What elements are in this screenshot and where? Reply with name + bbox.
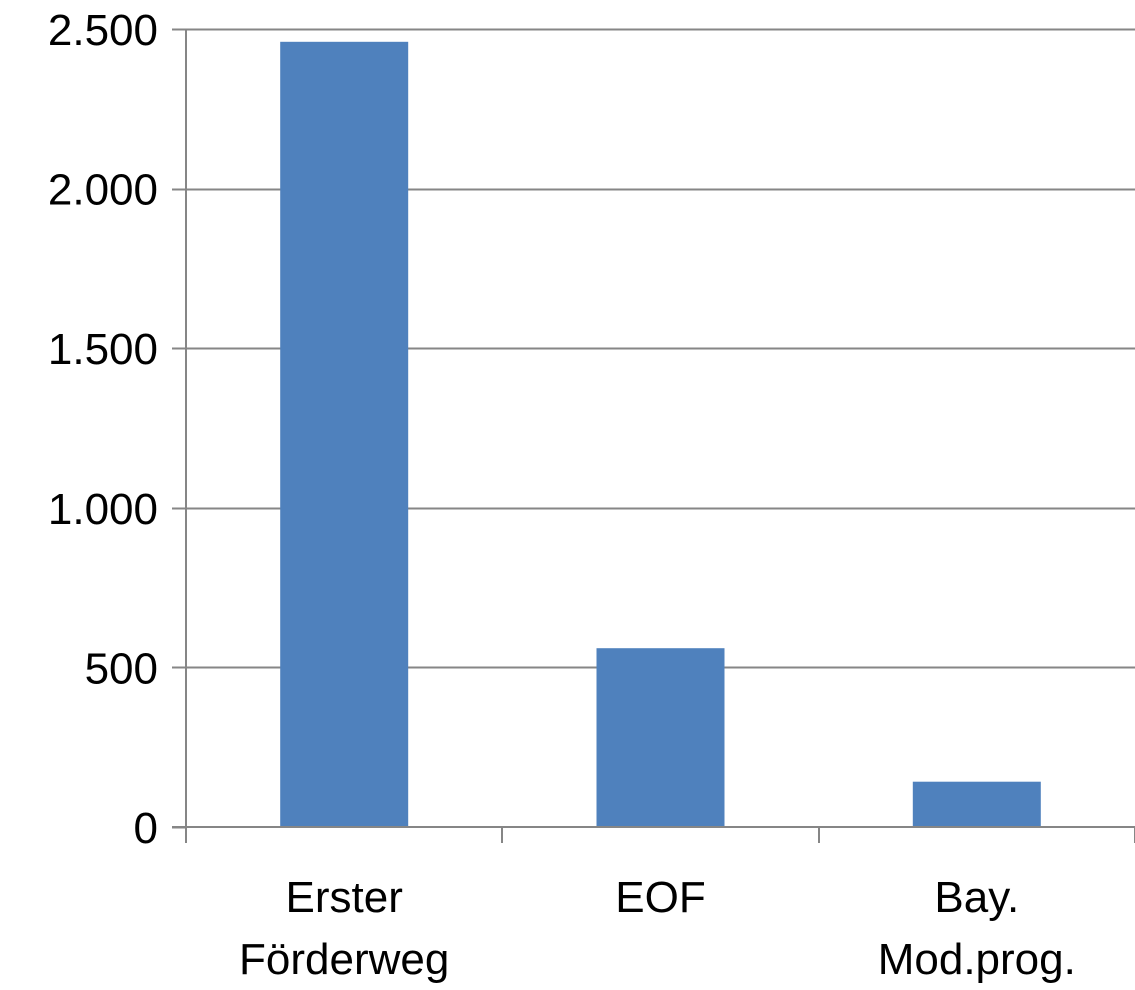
x-tick-label: EOF (615, 873, 705, 922)
y-tick-label: 1.000 (48, 485, 158, 534)
y-tick-label: 2.000 (48, 166, 158, 215)
y-tick-label: 2.500 (48, 6, 158, 55)
x-tick-label: Erster Förderweg (239, 873, 449, 984)
bars (280, 41, 1041, 828)
x-tick-label-line: Erster (286, 873, 403, 922)
x-tick-labels: Erster Förderweg EOF Bay. Mod.prog. (239, 873, 1076, 984)
x-tick-label-line: Bay. (934, 873, 1019, 922)
bar-2 (912, 781, 1041, 827)
x-tick-label-line: Mod.prog. (878, 935, 1076, 984)
y-tick-label: 1.500 (48, 325, 158, 374)
x-tick-label-line: Förderweg (239, 935, 449, 984)
bar-1 (596, 648, 725, 827)
x-tick-label-line: EOF (615, 873, 705, 922)
y-tick-label: 0 (134, 804, 158, 853)
bar-0 (280, 41, 409, 828)
y-tick-labels: 0 500 1.000 1.500 2.000 2.500 (48, 6, 158, 853)
axes (172, 28, 1135, 843)
x-tick-label: Bay. Mod.prog. (878, 873, 1076, 984)
y-tick-label: 500 (85, 644, 158, 693)
